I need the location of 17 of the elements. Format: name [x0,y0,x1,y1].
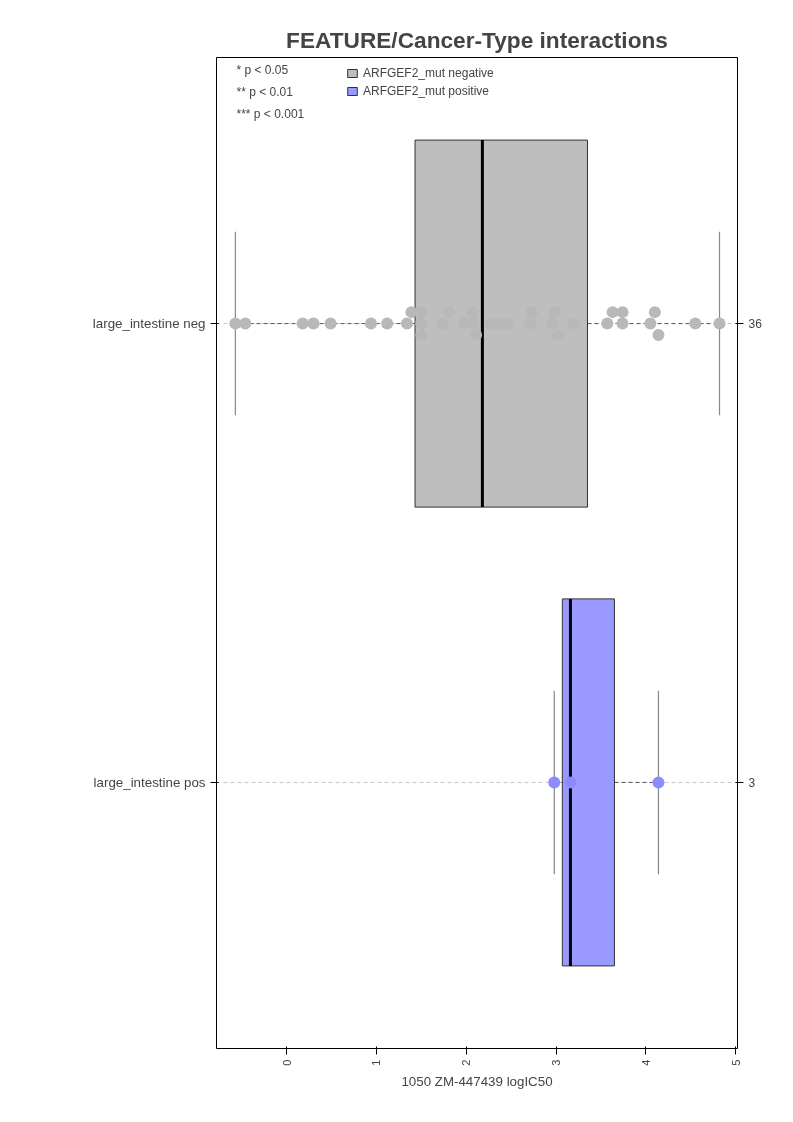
x-tick-label: 0 [280,1059,293,1066]
x-axis-title: 1050 ZM-447439 logIC50 [401,1073,553,1089]
y-tick-label: large_intestine neg [92,316,206,332]
annotation: ** p < 0.01 [236,84,294,99]
annotation: *** p < 0.001 [236,106,305,121]
x-tick-label: 5 [729,1059,742,1066]
text: 3 [748,775,756,790]
annotation: * p < 0.05 [236,62,289,77]
y-tick-label: large_intestine pos [93,774,206,790]
x-tick-label: 3 [550,1059,563,1066]
x-tick-label: 2 [460,1059,473,1066]
text: 36 [748,317,763,332]
legend-label: ARFGEF2_mut negative [363,66,494,80]
chart-title: FEATURE/Cancer-Type interactions [286,26,668,53]
x-tick-label: 4 [639,1059,652,1066]
x-tick-label: 1 [370,1059,383,1066]
legend-label: ARFGEF2_mut positive [363,84,490,98]
